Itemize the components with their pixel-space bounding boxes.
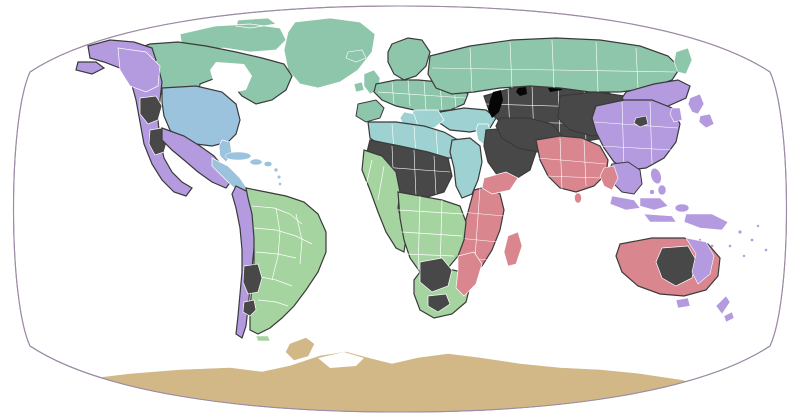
- region-australia-east: [685, 237, 715, 285]
- tasmania: [675, 297, 691, 309]
- region-korea: [669, 107, 683, 123]
- region-china: [591, 99, 681, 171]
- hudson-bay: [210, 62, 252, 94]
- region-southern-africa-highlight: [419, 257, 453, 293]
- region-china-highlight: [633, 115, 649, 128]
- landmass-layer: [39, 17, 768, 412]
- antarctic-peninsula: [285, 337, 315, 361]
- region-british-columbia: [117, 47, 161, 93]
- region-greenland: [283, 17, 376, 89]
- kamchatka: [673, 47, 693, 75]
- region-japan: [687, 93, 715, 129]
- region-indochina: [599, 165, 619, 191]
- region-south-america: [245, 187, 327, 335]
- globe-outline-top: [13, 5, 787, 413]
- india-borders: [537, 137, 607, 191]
- region-west-africa: [361, 149, 407, 253]
- region-australia-highlight: [655, 245, 697, 287]
- region-new-guinea: [683, 213, 729, 231]
- pacific-islands: [698, 224, 768, 258]
- antarctica-inlet: [318, 352, 364, 368]
- region-madagascar: [503, 231, 523, 267]
- region-argentina-highlight: [242, 263, 263, 295]
- caspian-sea: [488, 90, 503, 118]
- caribbean-islands: [224, 151, 282, 186]
- region-patagonia-highlight: [242, 299, 257, 317]
- tierra-del-fuego: [255, 335, 271, 342]
- region-new-zealand: [715, 295, 735, 323]
- region-mexico: [161, 127, 233, 189]
- region-us-west-highlight: [139, 95, 163, 125]
- region-mozambique: [455, 251, 483, 297]
- horn-of-africa: [481, 171, 519, 195]
- region-indonesia: [609, 195, 690, 223]
- region-iceland: [345, 49, 367, 63]
- aral-sea: [516, 87, 527, 96]
- region-philippines: [649, 167, 667, 196]
- africa-borders: [365, 159, 465, 275]
- south-america-borders: [251, 205, 313, 307]
- region-egypt-sudan: [449, 137, 483, 199]
- china-borders: [593, 101, 679, 169]
- region-india: [535, 135, 609, 193]
- russia-borders: [431, 39, 677, 93]
- region-south-africa-highlight2: [427, 293, 451, 313]
- sri-lanka: [574, 192, 582, 204]
- region-iberia: [355, 99, 385, 123]
- region-scandinavia: [387, 37, 431, 81]
